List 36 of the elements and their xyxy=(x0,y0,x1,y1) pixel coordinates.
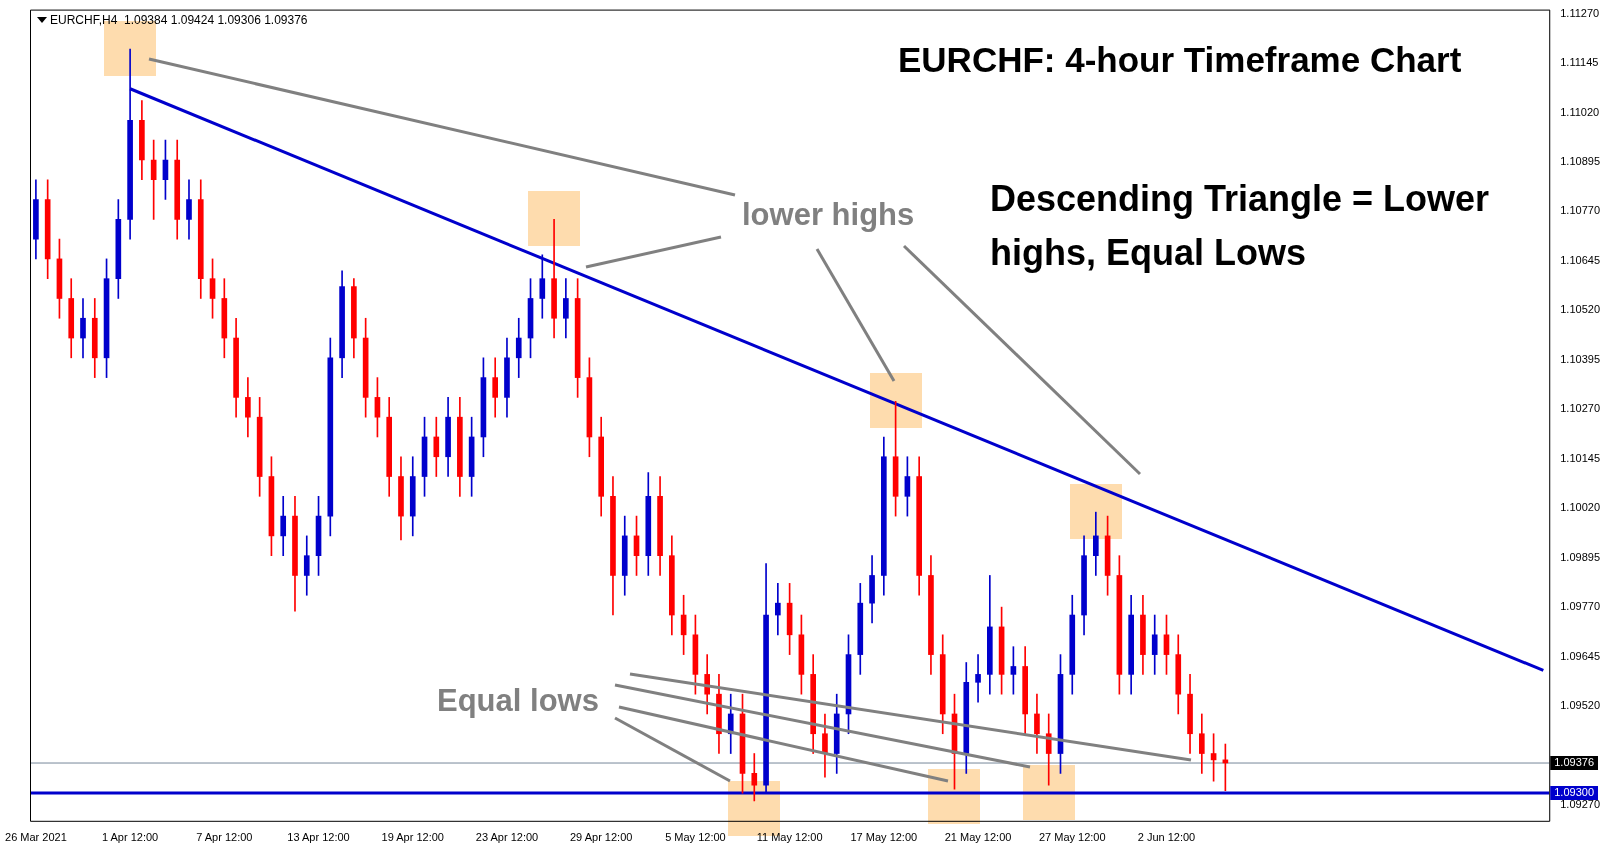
y-tick-label: 1.10770 xyxy=(1560,204,1600,217)
x-tick-label: 26 Mar 2021 xyxy=(5,831,67,844)
y-tick-label: 1.11145 xyxy=(1560,56,1599,69)
text: EURCHF: 4-hour Timeframe Chart xyxy=(898,40,1462,80)
x-tick-label: 19 Apr 12:00 xyxy=(381,831,444,844)
x-tick-label: 21 May 12:00 xyxy=(944,831,1012,844)
annotation: lower highs xyxy=(742,197,915,233)
y-tick-label: 1.09895 xyxy=(1560,550,1600,563)
x-tick-label: 5 May 12:00 xyxy=(665,831,726,844)
x-tick-label: 23 Apr 12:00 xyxy=(475,831,539,844)
annotation: Equal lows xyxy=(437,683,599,720)
y-tick-label: 1.10145 xyxy=(1560,451,1600,464)
y-tick-label: 1.10520 xyxy=(1560,303,1600,316)
x-tick-label: 2 Jun 12:00 xyxy=(1137,831,1196,844)
y-tick-label: 1.11270 xyxy=(1560,6,1600,19)
x-tick-label: 17 May 12:00 xyxy=(850,831,918,844)
ref-line-label: 1.09376 xyxy=(1554,756,1594,769)
x-tick-label: 7 Apr 12:00 xyxy=(196,831,253,844)
chart-subtitle: EURCHF,H4 1.09384 1.09424 1.09306 1.09376 xyxy=(50,13,308,27)
ref-line-label: 1.09300 xyxy=(1554,786,1594,799)
y-tick-label: 1.11020 xyxy=(1560,105,1600,118)
y-tick-label: 1.09770 xyxy=(1560,600,1600,613)
x-tick-label: 29 Apr 12:00 xyxy=(569,831,633,844)
y-tick-label: 1.10020 xyxy=(1560,501,1600,514)
x-tick-label: 13 Apr 12:00 xyxy=(287,831,350,844)
y-tick-label: 1.10895 xyxy=(1560,154,1600,167)
y-tick-label: 1.10645 xyxy=(1560,253,1600,266)
x-tick-label: 11 May 12:00 xyxy=(756,831,823,844)
y-tick-label: 1.10395 xyxy=(1560,352,1600,365)
y-tick-label: 1.09520 xyxy=(1560,699,1600,712)
annotation: Descending Triangle = Lower highs, Equal Lows xyxy=(990,177,1491,275)
x-tick-label: 27 May 12:00 xyxy=(1038,831,1106,844)
y-tick-label: 1.09270 xyxy=(1560,798,1600,810)
y-tick-label: 1.09645 xyxy=(1560,649,1600,662)
y-tick-label: 1.10270 xyxy=(1560,402,1600,415)
x-tick-label: 1 Apr 12:00 xyxy=(101,831,159,844)
